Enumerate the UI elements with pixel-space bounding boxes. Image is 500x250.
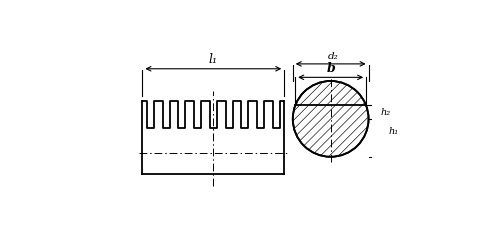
Text: l₁: l₁ xyxy=(209,53,218,66)
Text: d₂: d₂ xyxy=(328,52,338,62)
Text: b: b xyxy=(326,62,335,76)
Circle shape xyxy=(293,81,368,157)
Text: h₂: h₂ xyxy=(381,108,391,117)
Text: h₁: h₁ xyxy=(388,126,398,136)
